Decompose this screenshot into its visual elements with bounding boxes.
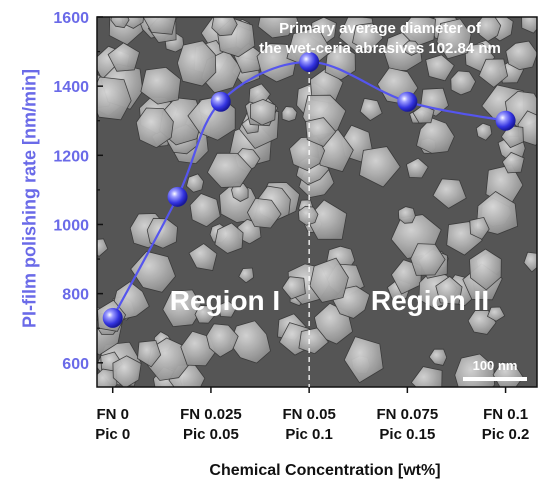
sem-grain bbox=[410, 243, 446, 276]
sem-grain bbox=[478, 58, 509, 88]
sem-grain bbox=[188, 243, 218, 271]
sem-grain bbox=[469, 248, 502, 291]
sem-grain bbox=[112, 355, 142, 387]
sem-grain bbox=[189, 193, 221, 228]
sem-grain bbox=[475, 122, 493, 141]
sem-grain bbox=[432, 178, 467, 209]
data-point bbox=[167, 186, 188, 207]
sem-grain bbox=[97, 238, 109, 257]
y-tick-label: 600 bbox=[62, 356, 89, 373]
sem-grain bbox=[505, 40, 537, 71]
y-tick-label: 1000 bbox=[53, 217, 89, 234]
y-tick-label: 1200 bbox=[53, 148, 89, 165]
x-tick-label-line1: FN 0 bbox=[96, 406, 129, 423]
x-tick-label-line2: Pic 0.2 bbox=[482, 426, 530, 443]
y-axis: 600 800 1000 1200 1400 1600 bbox=[53, 10, 103, 373]
scale-bar-label: 100 nm bbox=[473, 358, 518, 373]
sem-grain bbox=[521, 17, 537, 34]
y-tick-label: 800 bbox=[62, 287, 89, 304]
sem-grain bbox=[405, 157, 429, 179]
sem-grain bbox=[501, 151, 525, 174]
x-tick-label-line2: Pic 0.05 bbox=[183, 426, 239, 443]
sem-grain bbox=[425, 54, 455, 82]
sem-grain bbox=[469, 216, 490, 240]
y-tick-label: 1400 bbox=[53, 79, 89, 96]
sem-grain bbox=[229, 320, 271, 364]
data-point bbox=[495, 110, 516, 131]
sem-grain bbox=[305, 117, 337, 147]
plot-frame bbox=[96, 16, 538, 388]
x-axis-label: Chemical Concentration [wt%] bbox=[209, 462, 441, 479]
sem-grain bbox=[359, 146, 401, 188]
scale-bar bbox=[463, 377, 527, 381]
sem-grain bbox=[428, 348, 448, 366]
sem-grain bbox=[298, 327, 330, 355]
sem-grain bbox=[403, 40, 420, 56]
y-tick-label: 1600 bbox=[53, 10, 89, 27]
sem-grain bbox=[140, 66, 182, 105]
sem-grain bbox=[110, 17, 130, 29]
annotation-line-1: Primary average diameter of bbox=[279, 20, 482, 37]
sem-grain bbox=[250, 98, 277, 126]
sem-grain bbox=[500, 125, 524, 149]
data-point bbox=[210, 91, 231, 112]
region-2-label: Region II bbox=[371, 285, 489, 316]
sem-grain bbox=[186, 173, 205, 193]
data-point bbox=[299, 51, 320, 72]
sem-grain bbox=[256, 43, 297, 83]
sem-grain bbox=[162, 289, 204, 328]
sem-grain bbox=[217, 300, 238, 318]
annotation-line-2: the wet-ceria abrasives 102.84 nm bbox=[259, 40, 501, 57]
sem-grain bbox=[436, 18, 472, 60]
x-axis: FN 0 Pic 0 FN 0.025 Pic 0.05 FN 0.05 Pic 0.1 F… bbox=[95, 387, 529, 443]
y-axis-label: PI-film polishing rate [nm/min] bbox=[19, 69, 40, 329]
x-tick-label-line1: FN 0.1 bbox=[483, 406, 528, 423]
sem-grain bbox=[289, 136, 326, 171]
sem-grain bbox=[523, 251, 537, 273]
sem-grain bbox=[137, 340, 162, 368]
sem-grain bbox=[309, 257, 349, 303]
sem-grain bbox=[107, 42, 140, 72]
sem-grain bbox=[97, 368, 118, 387]
sem-grain bbox=[206, 152, 253, 188]
sem-grain bbox=[352, 22, 384, 52]
series-points bbox=[102, 51, 516, 328]
sem-grain bbox=[130, 250, 176, 293]
sem-grain bbox=[194, 305, 216, 324]
sem-grain bbox=[297, 205, 319, 226]
sem-grain bbox=[324, 43, 356, 81]
x-tick-label-line2: Pic 0.1 bbox=[285, 426, 333, 443]
sem-grain bbox=[412, 104, 435, 124]
x-tick-label-line1: FN 0.025 bbox=[180, 406, 242, 423]
sem-grain bbox=[410, 366, 443, 387]
sem-grain bbox=[176, 40, 217, 87]
data-point bbox=[102, 307, 123, 328]
sem-grain bbox=[397, 206, 416, 224]
sem-grain bbox=[142, 17, 177, 35]
x-tick-label-line1: FN 0.05 bbox=[282, 406, 335, 423]
x-tick-label-line1: FN 0.075 bbox=[377, 406, 439, 423]
x-tick-label-line2: Pic 0.15 bbox=[379, 426, 435, 443]
sem-grain bbox=[450, 70, 477, 96]
sem-grain bbox=[214, 222, 244, 254]
region-1-label: Region I bbox=[170, 285, 280, 316]
sem-grain bbox=[112, 281, 150, 321]
sem-grain bbox=[486, 306, 506, 322]
data-point bbox=[397, 91, 418, 112]
sem-grain bbox=[135, 107, 174, 149]
x-tick-label-line2: Pic 0 bbox=[95, 426, 130, 443]
sem-grain bbox=[257, 17, 299, 39]
sem-grain bbox=[435, 275, 463, 305]
sem-grain bbox=[206, 323, 239, 358]
sem-grain bbox=[238, 267, 255, 284]
sem-grain bbox=[97, 76, 132, 121]
sem-grain bbox=[211, 17, 238, 37]
sem-grain bbox=[343, 336, 384, 384]
sem-grain bbox=[281, 276, 306, 300]
sem-grain bbox=[246, 197, 282, 229]
sem-grain bbox=[281, 106, 298, 122]
sem-grain bbox=[359, 97, 383, 122]
sem-grain bbox=[475, 17, 502, 42]
